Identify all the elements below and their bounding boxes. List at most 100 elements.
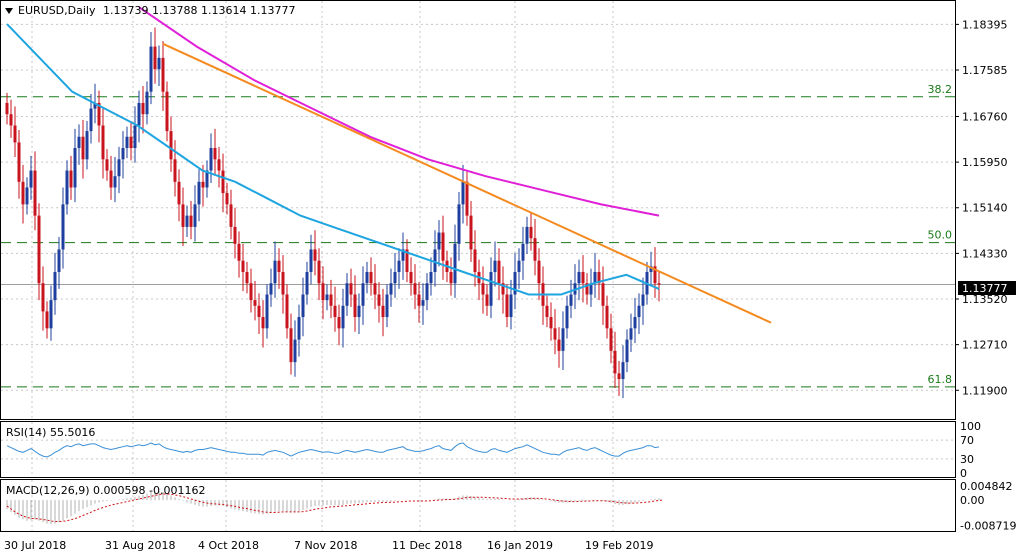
candle-body — [269, 283, 273, 295]
candle-body — [561, 328, 565, 351]
candle-body — [265, 294, 269, 329]
candle-body — [273, 260, 277, 284]
candle-body — [201, 181, 205, 188]
candle-body — [213, 148, 217, 160]
candle-body — [397, 260, 401, 272]
candle-body — [73, 148, 77, 188]
candle-body — [401, 249, 405, 261]
candle-body — [433, 249, 437, 272]
macd-indicator — [6, 491, 664, 525]
candle-body — [185, 215, 189, 227]
candle-body — [169, 131, 173, 160]
candle-body — [649, 266, 653, 272]
candle-body — [417, 294, 421, 306]
price-tick-label: 1.15140 — [962, 202, 1008, 215]
candle-body — [21, 181, 25, 205]
candle-body — [57, 249, 61, 272]
fib-label: 38.2 — [928, 83, 953, 96]
candle-body — [5, 102, 9, 115]
candle-body — [277, 260, 281, 272]
candle-body — [489, 271, 493, 306]
candle-body — [129, 136, 133, 149]
price-tick-label: 1.17585 — [962, 64, 1008, 77]
candle-body — [465, 181, 469, 216]
candle-body — [301, 294, 305, 318]
ma-magenta-line — [138, 6, 660, 217]
candle-body — [221, 170, 225, 194]
current-price-label: 1.13777 — [962, 282, 1008, 295]
candle-body — [501, 283, 505, 295]
candle-body — [525, 226, 529, 244]
date-tick-label: 4 Oct 2018 — [198, 539, 259, 552]
candle-body — [13, 125, 17, 143]
candle-body — [325, 294, 329, 301]
rsi-scale-label: 30 — [960, 453, 974, 466]
candle-body — [469, 215, 473, 250]
candle-body — [521, 243, 525, 261]
symbol-label: EURUSD,Daily — [18, 4, 96, 17]
candle-body — [157, 57, 161, 70]
candle-body — [345, 283, 349, 306]
macd-scale-label: 0.00 — [960, 494, 985, 507]
candle-body — [333, 305, 337, 318]
candle-body — [89, 108, 93, 132]
candle-body — [365, 271, 369, 284]
ohlc-values: 1.13739 1.13788 1.13614 1.13777 — [103, 4, 295, 17]
price-tick-label: 1.13520 — [962, 293, 1008, 306]
candle-body — [349, 283, 353, 295]
fib-label: 61.8 — [928, 373, 953, 386]
main-panel — [0, 0, 956, 420]
candle-body — [393, 271, 397, 284]
candle-body — [641, 294, 645, 306]
candle-body — [149, 46, 153, 92]
candle-body — [37, 215, 41, 284]
candle-body — [161, 57, 165, 92]
candle-body — [109, 170, 113, 188]
candle-body — [61, 204, 65, 250]
candle-body — [353, 294, 357, 318]
candle-body — [437, 232, 441, 250]
candle-body — [481, 283, 485, 295]
downtrend-line — [162, 42, 772, 324]
candle-body — [125, 136, 129, 149]
candle-body — [385, 294, 389, 318]
candle-body — [613, 350, 617, 374]
price-tick-label: 1.14330 — [962, 247, 1008, 260]
candle-body — [605, 305, 609, 329]
candle-body — [241, 260, 245, 272]
macd-scale-label: 0.004842 — [960, 480, 1013, 493]
candle-body — [457, 204, 461, 244]
candle-body — [145, 91, 149, 115]
trendline — [162, 42, 772, 324]
candle-body — [33, 170, 37, 216]
candle-body — [173, 159, 177, 182]
candle-body — [361, 283, 365, 306]
candle-body — [505, 294, 509, 318]
candle-body — [281, 271, 285, 295]
candle-body — [205, 170, 209, 188]
candle-body — [141, 102, 145, 115]
candle-body — [633, 317, 637, 329]
candle-body — [153, 46, 157, 70]
macd-scale-label: -0.008719 — [960, 520, 1016, 533]
axes: 1.18395 1.17585 1.16760 1.15950 1.15140 1.143… — [4, 18, 1016, 552]
date-tick-label: 19 Feb 2019 — [585, 539, 653, 552]
candle-body — [597, 271, 601, 284]
candle-body — [305, 271, 309, 295]
candle-body — [85, 131, 89, 160]
dropdown-triangle-icon[interactable] — [5, 8, 13, 14]
candle-body — [441, 232, 445, 261]
candle-body — [93, 102, 97, 109]
candle-body — [197, 181, 201, 205]
current-price-tag — [958, 281, 1016, 295]
candle-body — [293, 339, 297, 363]
candle-body — [97, 102, 101, 126]
candle-body — [77, 136, 81, 149]
macd-label: MACD(12,26,9) 0.000598 -0.001162 — [6, 484, 205, 497]
candle-body — [405, 249, 409, 272]
candle-body — [497, 260, 501, 284]
candle-body — [289, 328, 293, 363]
candle-body — [177, 181, 181, 205]
ma-blue-line — [6, 23, 660, 296]
candle-body — [225, 193, 229, 205]
